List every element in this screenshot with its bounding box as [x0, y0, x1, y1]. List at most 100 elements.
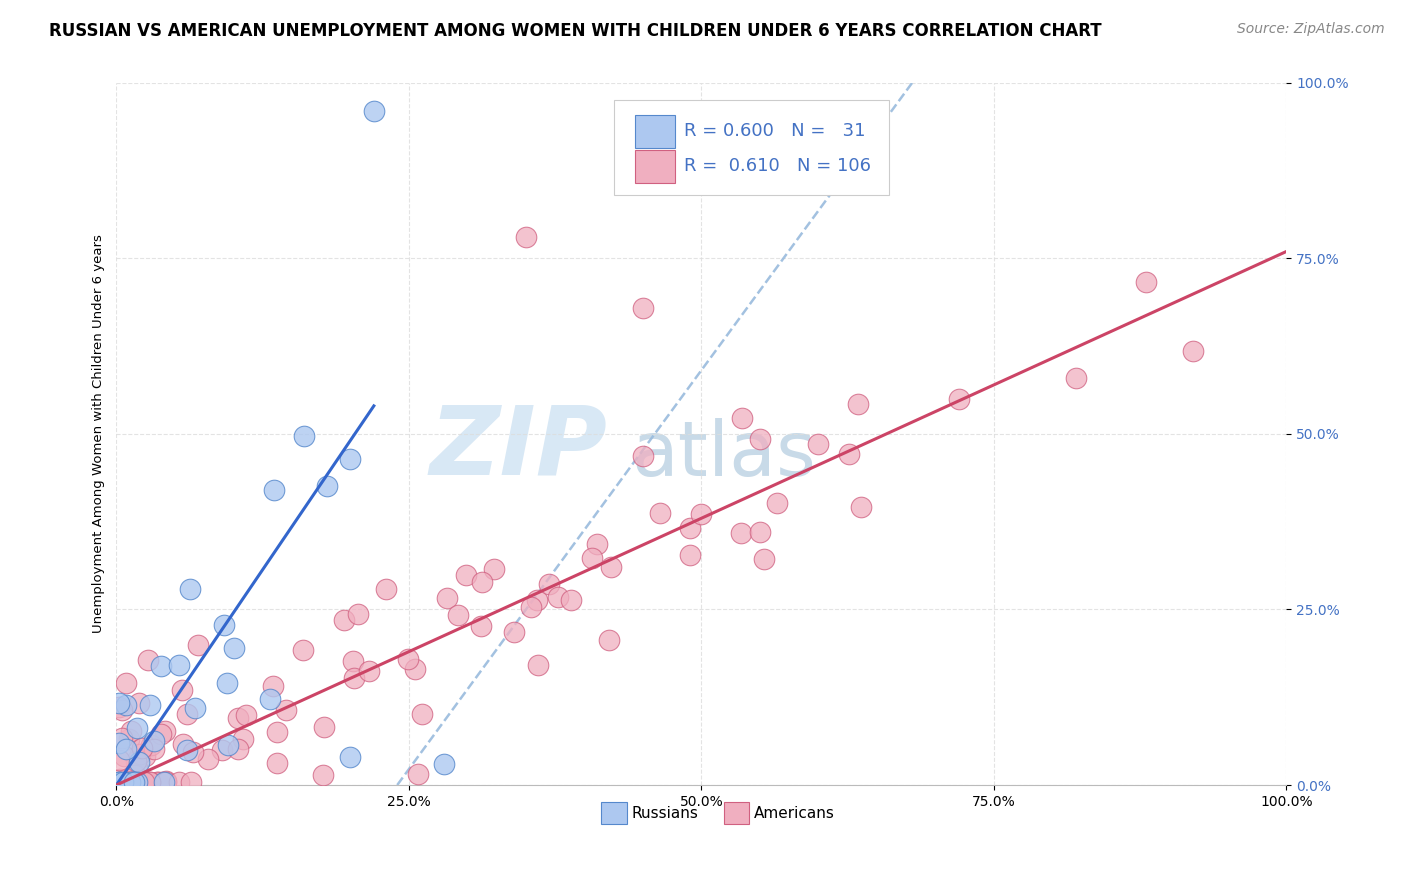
Point [316, 479, 339, 493]
Point [538, 577, 561, 591]
Point [730, 525, 752, 540]
Point [143, 734, 166, 748]
Point [125, 721, 148, 735]
Point [155, 774, 177, 789]
Point [547, 590, 569, 604]
Point [107, 696, 129, 710]
Point [136, 653, 159, 667]
Point [122, 774, 145, 789]
Point [292, 429, 315, 443]
Point [127, 761, 149, 775]
Point [262, 680, 284, 694]
Point [411, 706, 433, 721]
Point [108, 774, 131, 789]
Point [357, 665, 380, 679]
Point [128, 755, 150, 769]
Point [122, 774, 145, 789]
Point [107, 753, 129, 767]
Point [259, 691, 281, 706]
Point [766, 496, 789, 510]
Point [129, 747, 152, 761]
Point [112, 774, 135, 789]
Point [633, 450, 655, 464]
Point [107, 774, 129, 789]
Point [343, 671, 366, 685]
Point [846, 396, 869, 410]
Point [312, 720, 335, 734]
Point [120, 774, 142, 789]
FancyBboxPatch shape [613, 101, 889, 195]
Point [266, 756, 288, 771]
Point [179, 582, 201, 597]
Point [470, 619, 492, 633]
Point [471, 575, 494, 590]
Point [339, 451, 361, 466]
Point [143, 741, 166, 756]
Text: Americans: Americans [754, 805, 835, 821]
Point [125, 774, 148, 789]
Point [235, 708, 257, 723]
Point [153, 774, 176, 789]
Text: ZIP: ZIP [430, 401, 607, 494]
Point [408, 766, 430, 780]
Point [184, 701, 207, 715]
Point [114, 774, 136, 789]
Point [1181, 344, 1204, 359]
Point [112, 749, 135, 764]
Point [679, 521, 702, 535]
Point [527, 658, 550, 673]
Point [515, 230, 537, 244]
Point [342, 654, 364, 668]
Point [648, 507, 671, 521]
Point [332, 613, 354, 627]
Point [631, 301, 654, 315]
Point [150, 774, 173, 789]
Point [447, 607, 470, 622]
Point [128, 696, 150, 710]
Point [838, 447, 860, 461]
Point [456, 568, 478, 582]
Point [404, 662, 426, 676]
Y-axis label: Unemployment Among Women with Children Under 6 years: Unemployment Among Women with Children U… [93, 235, 105, 633]
Point [118, 731, 141, 746]
Point [176, 706, 198, 721]
Point [111, 731, 134, 745]
Point [181, 745, 204, 759]
Point [124, 768, 146, 782]
Point [108, 772, 131, 787]
Point [312, 767, 335, 781]
Point [120, 774, 142, 789]
Point [107, 736, 129, 750]
Point [679, 548, 702, 562]
Point [145, 774, 167, 789]
Point [482, 562, 505, 576]
Point [114, 742, 136, 756]
Point [560, 593, 582, 607]
Point [149, 727, 172, 741]
Point [128, 774, 150, 789]
Point [948, 392, 970, 407]
Point [135, 774, 157, 789]
Point [107, 774, 129, 789]
Point [197, 751, 219, 765]
Text: Source: ZipAtlas.com: Source: ZipAtlas.com [1237, 22, 1385, 37]
Point [138, 774, 160, 789]
Point [108, 699, 131, 714]
Point [520, 599, 543, 614]
Point [274, 703, 297, 717]
Point [1135, 275, 1157, 289]
Text: atlas: atlas [631, 418, 815, 492]
Point [396, 652, 419, 666]
Point [526, 593, 548, 607]
Point [598, 632, 620, 647]
Point [599, 560, 621, 574]
Point [120, 724, 142, 739]
Point [433, 756, 456, 771]
Point [232, 732, 254, 747]
Point [1064, 371, 1087, 385]
Point [339, 750, 361, 764]
Point [167, 658, 190, 673]
Point [586, 537, 609, 551]
Point [172, 682, 194, 697]
Text: Russians: Russians [631, 805, 699, 821]
